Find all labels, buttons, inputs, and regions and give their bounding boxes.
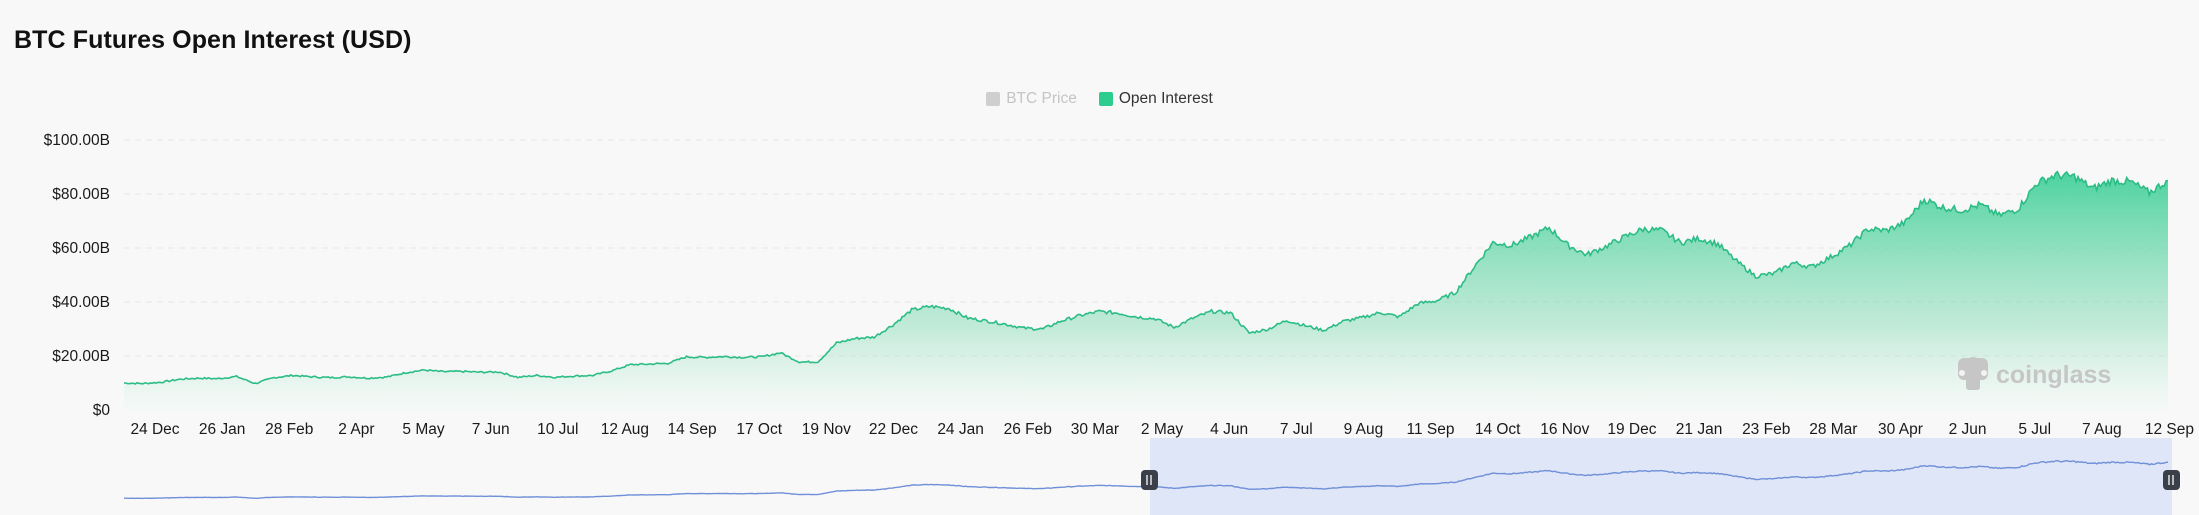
- x-tick-label: 2 Jun: [1949, 421, 1987, 438]
- x-tick-label: 7 Aug: [2082, 421, 2122, 438]
- legend-item-open-interest[interactable]: Open Interest: [1098, 90, 1213, 108]
- x-tick-label: 30 Apr: [1878, 421, 1923, 438]
- x-tick-label: 7 Jul: [1280, 421, 1313, 438]
- x-tick-label: 7 Jun: [472, 421, 510, 438]
- x-tick-label: 21 Jan: [1676, 421, 1723, 438]
- watermark-text: coinglass: [1996, 361, 2111, 389]
- legend-label-btc-price: BTC Price: [1006, 90, 1077, 107]
- y-tick-label: $40.00B: [52, 294, 110, 311]
- x-tick-label: 19 Dec: [1607, 421, 1656, 438]
- navigator-selection[interactable]: [1150, 438, 2172, 515]
- y-tick-label: $20.00B: [52, 348, 110, 365]
- legend-item-btc-price[interactable]: BTC Price: [986, 90, 1077, 108]
- x-tick-label: 17 Oct: [736, 421, 782, 438]
- chart-legend: BTC Price Open Interest: [0, 90, 2199, 108]
- x-tick-label: 12 Sep: [2145, 421, 2194, 438]
- x-tick-label: 14 Sep: [667, 421, 716, 438]
- x-tick-label: 14 Oct: [1475, 421, 1521, 438]
- x-tick-label: 19 Nov: [802, 421, 851, 438]
- x-tick-label: 5 Jul: [2018, 421, 2051, 438]
- y-tick-label: $100.00B: [44, 132, 110, 149]
- x-axis: 24 Dec 26 Jan 28 Feb 2 Apr 5 May 7 Jun 10 Jul 1…: [130, 421, 2194, 438]
- x-tick-label: 26 Feb: [1004, 421, 1052, 438]
- x-tick-label: 11 Sep: [1407, 421, 1455, 438]
- coinglass-watermark: coinglass: [1958, 357, 2111, 390]
- x-tick-label: 28 Feb: [265, 421, 313, 438]
- y-axis: $0 $20.00B $40.00B $60.00B $80.00B $100.00B: [44, 132, 111, 419]
- range-navigator[interactable]: [124, 438, 2180, 515]
- x-tick-label: 2 May: [1141, 421, 1183, 438]
- chart-title: BTC Futures Open Interest (USD): [14, 26, 412, 54]
- x-tick-label: 2 Apr: [338, 421, 374, 438]
- x-tick-label: 12 Aug: [601, 421, 649, 438]
- x-tick-label: 23 Feb: [1742, 421, 1790, 438]
- x-tick-label: 30 Mar: [1071, 421, 1119, 438]
- x-tick-label: 24 Jan: [937, 421, 984, 438]
- legend-label-open-interest: Open Interest: [1118, 90, 1213, 107]
- x-tick-label: 22 Dec: [869, 421, 918, 438]
- legend-swatch-btc-price: [986, 92, 1001, 106]
- navigator-handle-left[interactable]: [1141, 470, 1158, 490]
- x-tick-label: 5 May: [402, 421, 444, 438]
- coinglass-logo-icon: [1958, 357, 1988, 390]
- x-tick-label: 16 Nov: [1540, 421, 1589, 438]
- x-tick-label: 28 Mar: [1809, 421, 1857, 438]
- y-tick-label: $60.00B: [52, 240, 110, 257]
- x-tick-label: 26 Jan: [199, 421, 246, 438]
- legend-swatch-open-interest: [1098, 92, 1113, 106]
- navigator-handle-right[interactable]: [2163, 470, 2180, 490]
- x-tick-label: 24 Dec: [130, 421, 179, 438]
- open-interest-line: [124, 170, 2169, 385]
- x-tick-label: 9 Aug: [1344, 421, 1384, 438]
- open-interest-area: [124, 171, 2168, 410]
- x-tick-label: 4 Jun: [1210, 421, 1248, 438]
- y-tick-label: $80.00B: [52, 186, 110, 203]
- y-tick-label: $0: [93, 402, 111, 419]
- x-tick-label: 10 Jul: [537, 421, 578, 438]
